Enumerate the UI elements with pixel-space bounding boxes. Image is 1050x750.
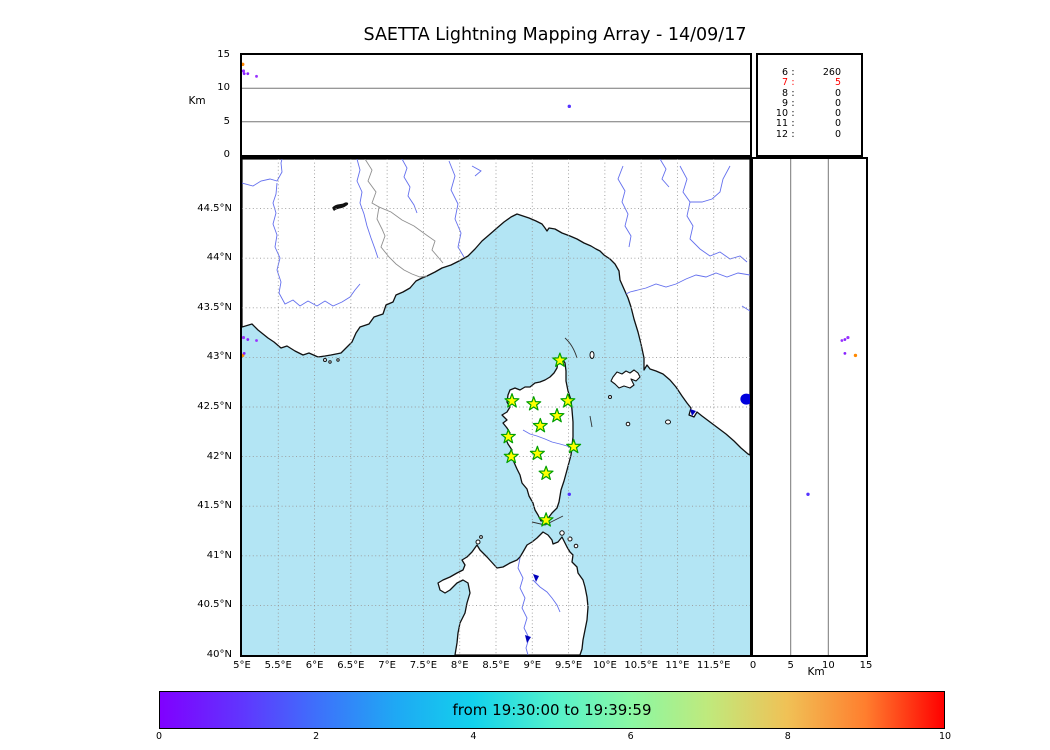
tick-label: 5 <box>223 115 230 127</box>
lightning-source-dot <box>843 338 847 341</box>
tick-label: 41.5°N <box>197 500 232 512</box>
tick-label: 10.5°E <box>624 660 658 671</box>
tick-label: 10 <box>217 82 230 94</box>
lightning-source-dot <box>246 338 250 341</box>
lightning-source-dot <box>242 72 246 76</box>
lma-station-star <box>532 417 548 433</box>
lightning-source-dot <box>846 335 850 340</box>
rivers <box>242 159 750 655</box>
tick-label: 10°E <box>592 660 617 671</box>
tick-label: 0 <box>155 731 163 742</box>
lma-station-star <box>538 512 554 527</box>
tick-label: 5.5°E <box>264 660 292 671</box>
tick-label: 41°N <box>206 549 232 561</box>
lightning-source-dot <box>246 72 250 76</box>
tick-label: 9°E <box>523 660 542 671</box>
tick-label: 42.5°N <box>197 401 232 412</box>
tick-label: 10 <box>938 731 952 742</box>
lightning-source-dot <box>567 104 571 109</box>
coastline-elba <box>610 369 641 389</box>
coastline-sardinia <box>437 531 589 655</box>
top-panel-ylabel: Km <box>188 95 206 107</box>
right-panel-xlabel: Km <box>807 666 825 678</box>
map-panel <box>240 157 752 657</box>
lightning-source-dot <box>843 352 847 355</box>
lightning-source-dot <box>242 352 246 355</box>
tick-label: 0 <box>223 149 230 160</box>
tick-label: 11°E <box>665 660 690 671</box>
lightning-source-dot <box>740 393 750 405</box>
lma-station-star <box>549 408 565 423</box>
lma-station-star <box>538 465 554 480</box>
tick-label: 7.5°E <box>409 660 438 671</box>
tick-label: 44°N <box>206 252 232 264</box>
station-markers <box>500 352 582 527</box>
lightning-source-dot <box>840 339 844 342</box>
lightning-sources-map <box>242 335 750 496</box>
lma-station-star <box>500 428 516 444</box>
time-colorbar: from 19:30:00 to 19:39:59 <box>159 691 945 729</box>
tick-label: 2 <box>313 731 320 742</box>
map-plot <box>242 159 750 655</box>
tick-label: 8°E <box>450 660 469 671</box>
lma-station-star <box>552 352 568 367</box>
tick-label: 8.5°E <box>482 660 510 671</box>
tick-label: 4 <box>470 731 477 742</box>
altitude-count-row: 12:0 <box>775 128 841 140</box>
altitude-latitude-plot <box>790 159 858 655</box>
lma-station-star <box>503 448 519 464</box>
lma-station-star <box>529 445 545 461</box>
tick-label: 11.5°E <box>696 660 731 671</box>
lakes <box>525 409 696 643</box>
coastal-marks <box>531 337 593 526</box>
tick-label: 5 <box>787 660 794 671</box>
tick-label: 7°E <box>378 660 396 671</box>
tick-label: 40°N <box>206 649 232 660</box>
tick-label: 0 <box>749 660 757 671</box>
tick-label: 43°N <box>206 351 232 363</box>
altitude-latitude-panel <box>751 157 868 657</box>
lightning-source-dot <box>242 335 246 340</box>
tick-label: 6.5°E <box>337 660 365 671</box>
tick-label: 15 <box>217 49 230 60</box>
altitude-count-table-panel: 6:260 7:5 8:0 9:0 10:0 11:0 12:0 <box>756 53 863 157</box>
tick-label: 9.5°E <box>554 660 583 671</box>
figure-title: SAETTA Lightning Mapping Array - 14/09/1… <box>363 25 747 45</box>
lightning-source-dot <box>242 62 245 67</box>
tick-label: 43.5°N <box>197 301 232 313</box>
lightning-source-dot <box>567 492 571 496</box>
tick-label: 42°N <box>206 450 232 462</box>
lightning-source-dot <box>255 74 258 78</box>
tick-label: 6°E <box>305 660 324 671</box>
lightning-source-dot <box>242 69 246 73</box>
colorbar-label: from 19:30:00 to 19:39:59 <box>452 701 652 719</box>
tick-label: 44.5°N <box>197 202 232 214</box>
tick-label: 10 <box>821 660 835 671</box>
altitude-count-row: 7:5 <box>781 77 841 89</box>
tick-label: 8 <box>784 731 791 742</box>
altitude-count-row: 9:0 <box>781 97 841 109</box>
tick-label: 40.5°N <box>197 599 232 611</box>
lightning-source-dot <box>255 339 258 342</box>
tick-label: 5°E <box>233 660 251 671</box>
altitude-count-row: 10:0 <box>775 108 841 120</box>
altitude-count-table: 6:260 7:5 8:0 9:0 10:0 11:0 12:0 <box>758 55 861 155</box>
altitude-longitude-panel <box>240 53 752 157</box>
lma-station-star <box>526 396 542 411</box>
lightning-source-dot <box>853 353 858 358</box>
altitude-count-row: 8:0 <box>781 87 841 99</box>
altitude-count-row: 6:260 <box>781 66 841 78</box>
small-islands <box>323 351 671 549</box>
lma-station-star <box>504 393 520 408</box>
altitude-longitude-plot <box>242 62 750 123</box>
lma-station-star <box>560 393 576 408</box>
lma-station-star <box>566 438 582 454</box>
lightning-source-dot <box>806 492 810 496</box>
tick-label: 15 <box>859 660 873 671</box>
altitude-count-row: 11:0 <box>775 118 841 130</box>
tick-label: 6 <box>627 731 634 742</box>
country-borders <box>364 159 444 278</box>
